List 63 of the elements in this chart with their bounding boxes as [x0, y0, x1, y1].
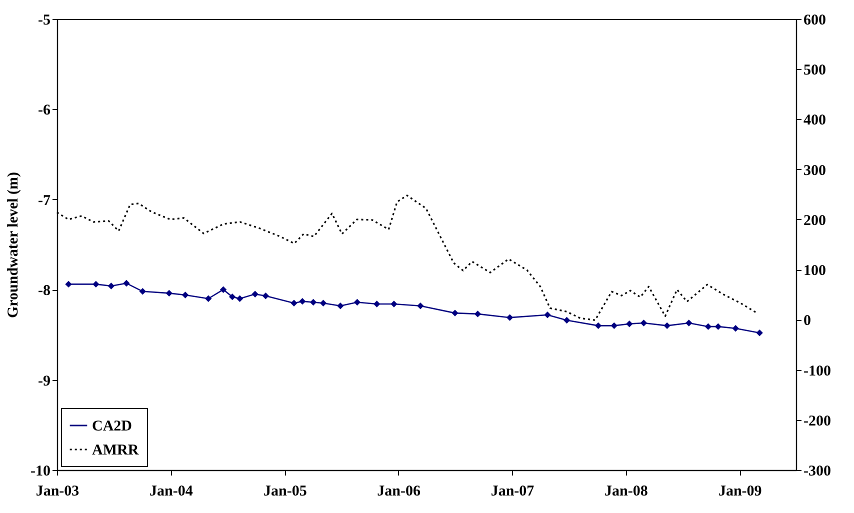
point	[182, 292, 189, 298]
y2-tick-label: -200	[804, 413, 831, 430]
point	[92, 280, 100, 288]
point	[220, 286, 227, 293]
point	[373, 300, 380, 308]
y-tick-label: -8	[38, 283, 50, 300]
point	[310, 298, 317, 306]
y2-tick-label: -300	[804, 464, 831, 480]
y2-tick-label: 0	[804, 313, 811, 330]
point	[290, 300, 298, 306]
y-tick-label: -5	[38, 12, 50, 28]
y-axis-title: Groundwater level (m)	[6, 172, 22, 318]
point	[664, 322, 670, 330]
y2-tick-label: 400	[804, 112, 826, 129]
point	[65, 280, 72, 288]
y2-tick-label: 200	[804, 212, 826, 229]
point	[686, 320, 692, 326]
point	[337, 302, 344, 310]
x-tick-label: Jan-05	[263, 484, 307, 500]
y-tick-label: -9	[38, 373, 50, 390]
point	[452, 310, 458, 316]
point	[166, 290, 172, 297]
point	[704, 323, 712, 330]
y2-tick-label: -100	[804, 363, 831, 380]
y-tick-label: -10	[30, 464, 50, 480]
x-tick-label: Jan-09	[718, 484, 762, 500]
x-tick-label: Jan-07	[490, 484, 535, 500]
point	[262, 292, 270, 300]
point	[139, 288, 146, 295]
point	[610, 322, 618, 330]
point	[228, 293, 236, 300]
point	[108, 282, 115, 290]
point	[732, 325, 739, 332]
point	[626, 320, 633, 328]
x-tick-label: Jan-04	[149, 484, 194, 500]
point	[640, 320, 648, 326]
legend-label: CA2D	[92, 418, 132, 434]
point	[506, 314, 514, 321]
point	[563, 316, 570, 324]
point	[544, 312, 551, 318]
point	[299, 298, 306, 305]
legend-label: AMRR	[92, 442, 139, 458]
y2-tick-label: 300	[804, 162, 826, 179]
y2-tick-label: 500	[804, 62, 826, 79]
x-tick-label: Jan-03	[36, 484, 80, 500]
y-tick-label: -6	[38, 102, 51, 119]
point	[236, 295, 244, 302]
point	[714, 323, 722, 330]
point	[204, 295, 212, 302]
point	[756, 330, 763, 336]
point	[390, 300, 398, 308]
x-tick-label: Jan-08	[604, 484, 648, 500]
y2-tick-label: 100	[804, 263, 826, 280]
y-tick-label: -7	[38, 192, 51, 209]
y2-tick-label: 600	[804, 12, 826, 28]
x-tick-label: Jan-06	[377, 484, 421, 500]
point	[594, 322, 602, 330]
point	[252, 290, 258, 298]
point	[320, 300, 327, 306]
point	[474, 310, 482, 318]
point	[417, 302, 424, 310]
point	[123, 280, 130, 287]
point	[354, 298, 361, 306]
